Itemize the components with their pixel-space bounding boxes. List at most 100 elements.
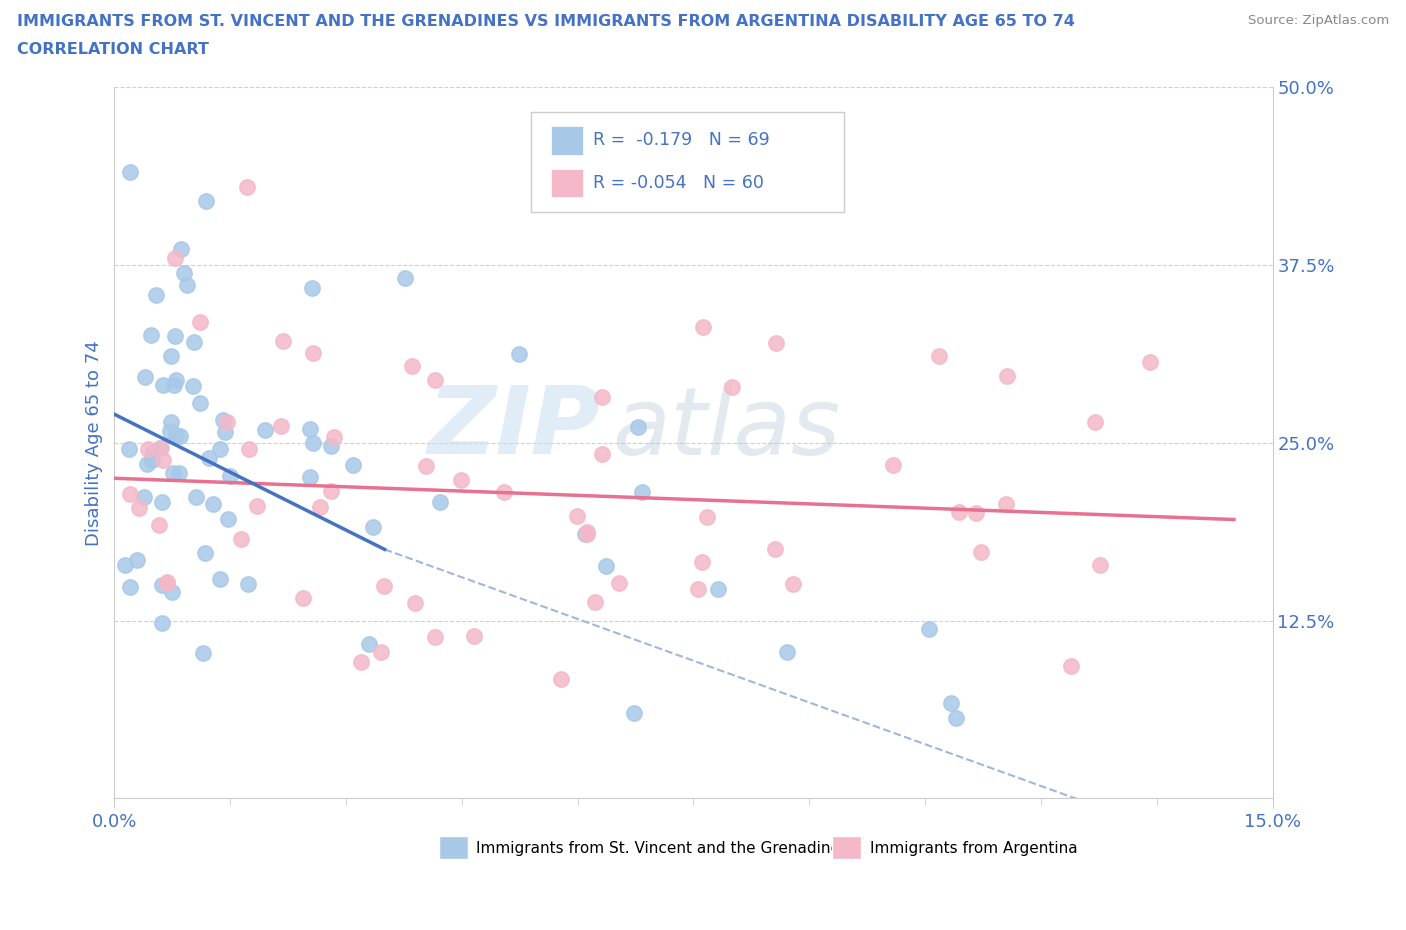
Point [142, 445, 165, 459]
Point [170, 241, 193, 256]
Point [928, 349, 950, 364]
Point [236, 577, 259, 591]
Point [134, 369, 156, 384]
Point [201, 497, 224, 512]
Point [150, 494, 173, 509]
Point [623, 705, 645, 720]
Point [301, 345, 323, 360]
Point [165, 328, 187, 343]
Text: R =  -0.179   N = 69: R = -0.179 N = 69 [593, 131, 769, 150]
Point [141, 328, 163, 343]
Point [156, 575, 179, 590]
Point [211, 413, 233, 428]
Text: Immigrants from St. Vincent and the Grenadines: Immigrants from St. Vincent and the Gren… [475, 841, 848, 856]
Point [965, 506, 987, 521]
Point [165, 428, 187, 443]
FancyBboxPatch shape [551, 169, 583, 197]
Point [423, 372, 446, 387]
Point [219, 468, 242, 483]
Point [150, 578, 173, 592]
Point [150, 616, 173, 631]
Point [271, 334, 294, 349]
Point [321, 439, 343, 454]
Point [141, 453, 163, 468]
Point [607, 576, 630, 591]
Point [125, 553, 148, 568]
Point [235, 179, 257, 194]
Point [1060, 659, 1083, 674]
Point [198, 451, 221, 466]
Point [298, 421, 321, 436]
Point [627, 419, 650, 434]
Point [176, 277, 198, 292]
FancyBboxPatch shape [832, 836, 862, 858]
Point [309, 499, 332, 514]
Point [765, 336, 787, 351]
Point [423, 630, 446, 644]
Text: Immigrants from Argentina: Immigrants from Argentina [869, 841, 1077, 856]
Point [342, 458, 364, 472]
Point [301, 436, 323, 451]
Point [217, 415, 239, 430]
Point [370, 644, 392, 659]
Point [574, 526, 596, 541]
FancyBboxPatch shape [531, 112, 844, 211]
Point [184, 490, 207, 505]
Point [148, 517, 170, 532]
Point [165, 250, 187, 265]
Point [149, 441, 172, 456]
Point [238, 442, 260, 457]
Point [945, 711, 967, 725]
Point [152, 452, 174, 467]
Point [299, 470, 322, 485]
Point [567, 509, 589, 524]
Text: ZIP: ZIP [427, 382, 600, 474]
Point [775, 644, 797, 659]
Point [188, 395, 211, 410]
Point [138, 442, 160, 457]
Point [970, 544, 993, 559]
Point [995, 368, 1018, 383]
Point [246, 498, 269, 513]
Point [1090, 557, 1112, 572]
Point [948, 505, 970, 520]
Point [591, 446, 613, 461]
Point [145, 288, 167, 303]
Point [508, 346, 530, 361]
Point [631, 485, 654, 499]
Point [415, 458, 437, 473]
Point [136, 457, 159, 472]
Text: CORRELATION CHART: CORRELATION CHART [17, 42, 208, 57]
Point [217, 512, 239, 526]
Text: R = -0.054   N = 60: R = -0.054 N = 60 [593, 174, 763, 193]
Point [690, 554, 713, 569]
Point [882, 458, 904, 472]
Point [917, 621, 939, 636]
Point [134, 489, 156, 504]
Point [763, 542, 786, 557]
Point [688, 582, 710, 597]
Point [707, 581, 730, 596]
Point [160, 349, 183, 364]
Point [1139, 354, 1161, 369]
Point [291, 591, 314, 605]
Point [463, 628, 485, 643]
Point [229, 531, 252, 546]
Point [350, 655, 373, 670]
Point [118, 579, 141, 594]
Point [214, 424, 236, 439]
Point [270, 418, 292, 433]
Point [159, 423, 181, 438]
Point [118, 442, 141, 457]
Point [163, 378, 186, 392]
Point [195, 193, 218, 208]
Point [322, 430, 344, 445]
Point [254, 422, 277, 437]
Text: IMMIGRANTS FROM ST. VINCENT AND THE GRENADINES VS IMMIGRANTS FROM ARGENTINA DISA: IMMIGRANTS FROM ST. VINCENT AND THE GREN… [17, 14, 1074, 29]
Point [575, 526, 598, 541]
Point [319, 484, 342, 498]
Point [160, 585, 183, 600]
Point [194, 545, 217, 560]
Point [357, 637, 380, 652]
Point [995, 497, 1018, 512]
